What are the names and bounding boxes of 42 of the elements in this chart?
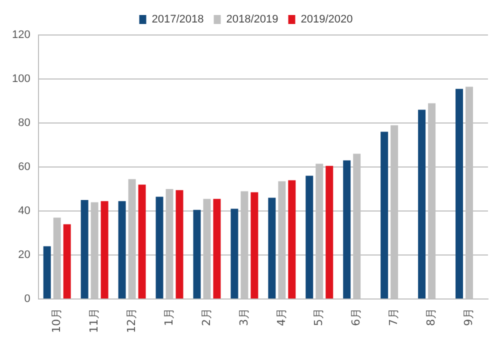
bar [456, 88, 464, 299]
x-tick-label: 3月 [237, 308, 250, 326]
x-tick-label: 8月 [424, 308, 438, 326]
bar [288, 180, 296, 299]
y-tick-label: 100 [12, 73, 30, 86]
bar [118, 201, 126, 299]
x-tick-label: 12月 [124, 308, 138, 334]
x-tick-label: 2月 [200, 308, 213, 326]
x-tick-label: 1月 [162, 308, 176, 326]
bar [156, 196, 164, 299]
bar [80, 200, 88, 299]
y-tick-label: 20 [18, 249, 30, 262]
bar [306, 176, 314, 299]
bar [250, 192, 258, 299]
legend-label: 2017/2018 [152, 14, 204, 26]
bar [230, 208, 238, 299]
bar [100, 201, 108, 299]
x-tick-label: 11月 [87, 308, 100, 334]
y-tick-label: 80 [18, 117, 30, 130]
bar [63, 224, 71, 299]
bar [138, 184, 146, 299]
bar [193, 210, 201, 299]
bar [268, 198, 276, 299]
x-tick-label: 9月 [462, 308, 476, 326]
bar [176, 190, 184, 299]
bar [418, 110, 426, 299]
x-tick-label: 10月 [50, 308, 63, 334]
legend-label: 2018/2019 [226, 14, 278, 26]
bar [343, 160, 351, 299]
x-tick-label: 6月 [350, 308, 363, 326]
y-tick-label: 0 [24, 293, 30, 306]
x-tick-label: 4月 [274, 308, 288, 326]
y-tick-label: 120 [12, 29, 30, 42]
x-tick-label: 5月 [312, 308, 326, 326]
bar [43, 246, 51, 299]
legend-label: 2019/2020 [300, 14, 353, 26]
bar [213, 198, 221, 299]
bar [380, 132, 388, 299]
y-tick-label: 60 [18, 161, 30, 174]
bar [326, 166, 334, 299]
x-tick-label: 7月 [387, 308, 400, 326]
y-tick-label: 40 [18, 205, 30, 218]
